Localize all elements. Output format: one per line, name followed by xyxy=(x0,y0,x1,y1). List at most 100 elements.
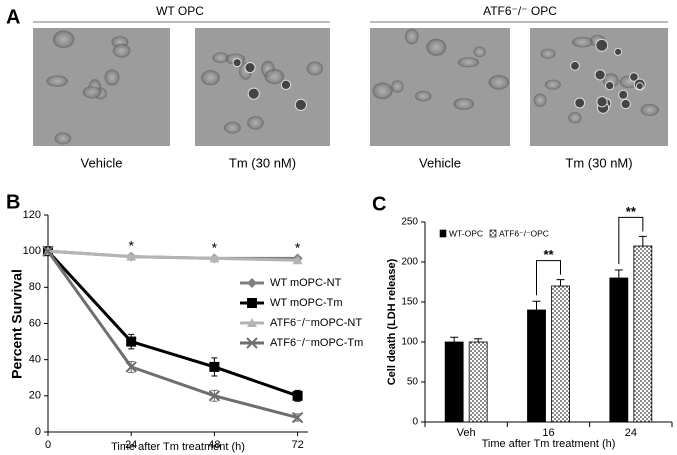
cell xyxy=(372,82,393,100)
dead-cell xyxy=(570,60,580,71)
y-tick-label: 40 xyxy=(29,354,41,366)
legend-label: ATF6⁻/⁻mOPC-NT xyxy=(270,317,362,329)
y-tick-label: 100 xyxy=(23,245,41,257)
x-tick-label: 48 xyxy=(208,439,220,451)
dead-cell xyxy=(247,87,260,100)
y-tick-label: 100 xyxy=(401,337,418,348)
cell xyxy=(488,75,510,90)
dead-cell xyxy=(605,80,615,91)
marker xyxy=(291,411,304,424)
marker xyxy=(125,361,137,373)
cell xyxy=(46,75,68,87)
error-bar xyxy=(474,338,483,342)
y-tick-label: 20 xyxy=(29,390,41,402)
x-tick-label: 24 xyxy=(625,427,637,439)
cell xyxy=(404,28,419,45)
legend-marker xyxy=(246,337,258,349)
marker xyxy=(292,255,303,265)
dead-cell xyxy=(618,89,629,100)
bar xyxy=(468,341,488,423)
panel-label: A xyxy=(6,6,20,28)
significance: * xyxy=(212,239,218,255)
marker xyxy=(209,253,220,263)
x-tick-label: 16 xyxy=(542,427,554,439)
dead-cell xyxy=(614,47,623,56)
cell xyxy=(457,57,480,68)
marker xyxy=(126,251,137,261)
cell xyxy=(414,90,432,102)
legend-label: WT mOPC-NT xyxy=(270,277,342,289)
cell xyxy=(247,116,264,130)
cell xyxy=(82,86,102,99)
cell xyxy=(104,69,120,86)
micrograph xyxy=(195,28,330,146)
x-tick-label: 0 xyxy=(45,439,51,451)
cell xyxy=(201,70,220,86)
significance: ** xyxy=(543,247,554,262)
error-bar xyxy=(556,279,565,286)
cell xyxy=(533,93,547,107)
y-axis-label: Cell death (LDH release) xyxy=(386,258,398,385)
micrograph-label: Tm (30 nM) xyxy=(565,155,632,170)
dead-cell xyxy=(596,96,608,108)
micrograph-label: Vehicle xyxy=(419,155,461,170)
dead-cell xyxy=(280,79,292,90)
x-axis-label: Time after Tm treatment (h) xyxy=(111,441,245,453)
cell xyxy=(52,30,75,49)
error-bar xyxy=(638,235,647,246)
dead-cell xyxy=(244,61,256,74)
cell xyxy=(453,98,475,110)
cell xyxy=(473,46,486,58)
cell xyxy=(572,36,593,48)
panel-label: C xyxy=(372,193,386,215)
legend-marker xyxy=(247,278,257,288)
error-bar xyxy=(532,300,541,310)
panel-label: B xyxy=(6,191,20,213)
bar xyxy=(527,309,546,423)
cell xyxy=(306,61,324,76)
significance-bracket xyxy=(618,216,644,264)
y-axis-label: Percent Survival xyxy=(9,269,25,379)
legend-swatch xyxy=(439,229,447,238)
bar xyxy=(609,277,629,423)
dead-cell xyxy=(635,82,644,91)
group-title: ATF6⁻/⁻ OPC xyxy=(483,4,557,18)
y-tick-label: 120 xyxy=(23,209,41,221)
micrographs xyxy=(33,28,668,146)
y-tick-label: 250 xyxy=(401,217,418,228)
x-tick-label: 24 xyxy=(125,439,137,451)
y-tick-label: 0 xyxy=(35,426,41,438)
legend-label: WT mOPC-Tm xyxy=(270,297,343,309)
cell xyxy=(54,132,72,145)
series-line xyxy=(46,250,298,419)
dead-cell xyxy=(294,98,307,111)
legend-marker xyxy=(247,318,257,327)
cell xyxy=(212,52,229,64)
bar xyxy=(444,341,464,423)
cell xyxy=(568,112,582,124)
y-tick-label: 0 xyxy=(412,417,418,428)
bar xyxy=(633,245,653,423)
legend-marker xyxy=(247,298,257,308)
cell xyxy=(112,43,131,58)
dead-cell xyxy=(232,58,242,68)
x-axis-label: Time after Tm treatment (h) xyxy=(482,438,616,450)
error-bar xyxy=(450,336,459,342)
micrograph-label: Tm (30 nM) xyxy=(229,155,296,170)
y-tick-label: 50 xyxy=(407,377,419,388)
legend-label: WT-OPC xyxy=(449,228,483,238)
significance: ** xyxy=(626,204,637,219)
micrograph xyxy=(33,28,170,146)
cell xyxy=(224,121,241,134)
x-tick-label: Veh xyxy=(457,427,476,439)
legend-swatch xyxy=(489,229,497,238)
dead-cell xyxy=(629,72,639,82)
marker xyxy=(292,390,303,401)
x-tick-label: 72 xyxy=(291,439,303,451)
legend-label: ATF6⁻/⁻OPC xyxy=(499,228,549,238)
dead-cell xyxy=(595,38,609,52)
dead-cell xyxy=(574,97,586,109)
cell xyxy=(540,48,556,59)
y-tick-label: 200 xyxy=(401,257,418,268)
